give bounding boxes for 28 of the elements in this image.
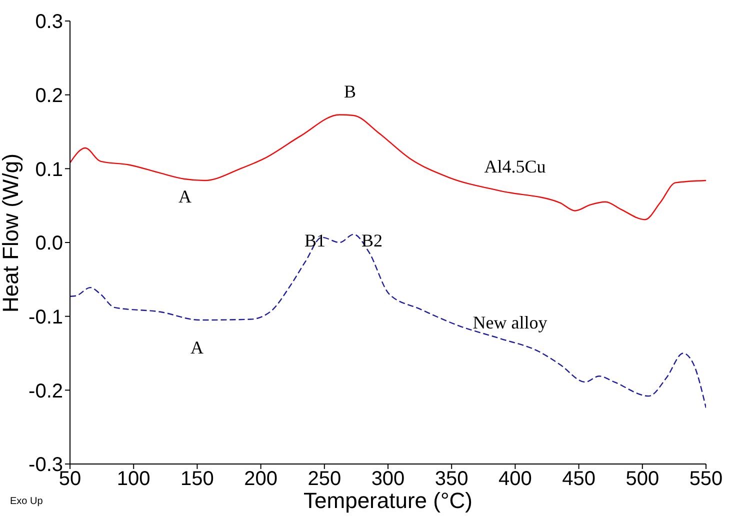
x-tick-label: 100 <box>116 468 150 490</box>
annotation: New alloy <box>472 312 548 334</box>
x-tick-label: 550 <box>689 468 723 490</box>
annotation: B2 <box>361 230 383 252</box>
y-tick-label: -0.2 <box>28 380 63 402</box>
y-axis-title: Heat Flow (W/g) <box>0 154 23 312</box>
line-series <box>70 234 706 408</box>
x-tick-label: 300 <box>371 468 405 490</box>
x-tick-label: 200 <box>244 468 278 490</box>
x-tick-label: 350 <box>434 468 468 490</box>
x-tick-label: 500 <box>626 468 660 490</box>
y-tick-label: 0.2 <box>35 84 63 107</box>
y-tick-label: 0.0 <box>35 232 63 255</box>
y-tick-label: 0.1 <box>35 158 63 181</box>
x-tick-label: 450 <box>562 468 596 490</box>
x-tick-label: 150 <box>180 468 214 490</box>
annotation: Al4.5Cu <box>484 156 546 178</box>
y-tick-label: -0.1 <box>28 306 63 328</box>
annotation: A <box>178 186 192 208</box>
line-series <box>70 114 706 220</box>
annotation: B <box>344 82 356 102</box>
x-axis-title: Temperature (°C) <box>304 488 472 513</box>
annotation: A <box>190 338 204 358</box>
x-tick-label: 250 <box>308 468 342 490</box>
annotation: B1 <box>304 230 326 252</box>
y-tick-label: 0.3 <box>35 11 63 34</box>
x-tick-label: 400 <box>498 468 532 490</box>
text: Exo Up <box>10 496 43 507</box>
